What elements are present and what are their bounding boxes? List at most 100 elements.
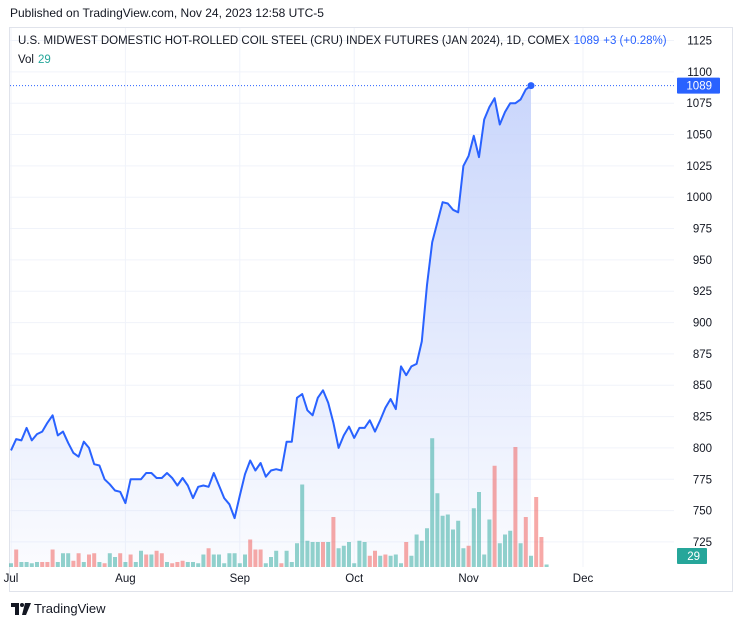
published-note: Published on TradingView.com, Nov 24, 20…: [10, 6, 324, 20]
volume-bar: [503, 534, 507, 567]
volume-bar: [237, 563, 242, 567]
volume-bar: [29, 563, 34, 567]
volume-bar: [123, 562, 128, 567]
volume-bar: [40, 562, 45, 567]
volume-bar: [393, 554, 398, 567]
volume-bar: [217, 554, 221, 567]
volume-bar: [263, 563, 268, 567]
volume-bar: [388, 555, 393, 567]
volume-bar: [118, 553, 123, 567]
volume-bar: [451, 529, 455, 567]
volume-bar: [341, 545, 346, 567]
price-tick-label: 950: [693, 255, 712, 267]
last-price-badge: [677, 77, 720, 94]
volume-bar: [404, 542, 409, 567]
price-change: +3 (+0.28%): [603, 35, 667, 47]
volume-bar: [50, 549, 55, 567]
volume-bar: [180, 560, 185, 567]
price-tick-label: 1050: [686, 130, 712, 142]
volume-bar: [326, 542, 331, 567]
volume-bar: [487, 519, 492, 567]
volume-bar: [497, 543, 502, 567]
volume-bar: [201, 554, 206, 567]
price-axis: 1125 1100 1075 1050 1025 1000 975 950 925 900 875 8…: [686, 36, 712, 549]
volume-bar: [269, 557, 273, 567]
time-tick-label: Sep: [230, 573, 250, 585]
volume-bar: [482, 554, 487, 567]
volume-bar: [425, 528, 429, 567]
volume-bar: [170, 563, 175, 567]
volume-value: 29: [38, 54, 51, 66]
volume-bar: [206, 548, 211, 567]
volume-bar: [419, 540, 424, 567]
time-tick-label: Dec: [573, 573, 594, 585]
price-tick-label: 750: [693, 506, 712, 518]
footer-brand[interactable]: TradingView: [11, 601, 106, 616]
volume-bar: [331, 517, 336, 567]
volume-bar: [191, 562, 195, 567]
volume-bar: [253, 549, 258, 567]
volume-bar: [81, 562, 86, 567]
volume-bar: [211, 554, 216, 567]
volume-badge-label: 29: [687, 551, 700, 563]
volume-bar: [336, 548, 341, 567]
volume-bar: [133, 562, 138, 567]
price-tick-label: 1000: [686, 192, 712, 204]
volume-bar: [414, 534, 419, 567]
volume-bar: [539, 537, 544, 567]
volume-bar: [544, 564, 549, 567]
volume-bar: [367, 555, 372, 567]
volume-bar: [61, 553, 65, 567]
volume-bar: [243, 554, 247, 567]
volume-bar: [248, 539, 253, 567]
price-tick-label: 900: [693, 318, 712, 330]
price-tick-label: 800: [693, 443, 712, 455]
price-tick-label: 975: [693, 224, 712, 236]
volume-bar: [76, 553, 81, 567]
volume-bar: [284, 550, 289, 567]
last-price-marker: [527, 82, 535, 90]
volume-bar: [492, 465, 497, 567]
price-series-line: [10, 84, 532, 520]
volume-bar: [144, 554, 149, 567]
brand-name: TradingView: [34, 601, 106, 616]
volume-bar: [97, 562, 102, 567]
volume-bar: [196, 563, 201, 567]
volume-bar: [232, 553, 237, 567]
volume-bar: [383, 554, 388, 567]
volume-bar: [315, 542, 320, 567]
volume-bar: [14, 549, 19, 567]
volume-bar: [461, 548, 466, 567]
volume-bar: [289, 562, 294, 567]
volume-bar: [66, 553, 71, 567]
volume-bar: [373, 550, 377, 567]
volume-bar: [159, 553, 164, 567]
volume-bar: [378, 555, 383, 567]
volume-label: Vol: [18, 54, 34, 66]
price-tick-label: 1125: [687, 36, 712, 48]
volume-bar: [185, 562, 190, 567]
volume-bar: [534, 497, 539, 567]
price-tick-label: 725: [693, 537, 712, 549]
volume-bar: [440, 515, 445, 567]
volume-bar: [279, 563, 284, 567]
volume-legend: Vol 29: [18, 54, 51, 66]
axis-badges: 1089 29: [677, 77, 720, 564]
volume-bar: [310, 542, 315, 567]
volume-bar: [55, 562, 60, 567]
price-tick-label: 1075: [686, 98, 712, 110]
price-tick-label: 875: [693, 349, 712, 361]
volume-bar: [175, 562, 180, 567]
volume-bar: [347, 542, 351, 567]
volume-bar: [107, 553, 112, 567]
volume-bar: [362, 542, 367, 567]
volume-bar: [399, 563, 403, 567]
volume-bar: [113, 557, 117, 567]
volume-bar: [471, 508, 476, 567]
volume-bar: [305, 540, 310, 567]
volume-bar: [165, 562, 169, 567]
tradingview-logo-icon: [11, 602, 31, 615]
volume-bar: [19, 562, 24, 567]
volume-bar: [513, 447, 518, 567]
